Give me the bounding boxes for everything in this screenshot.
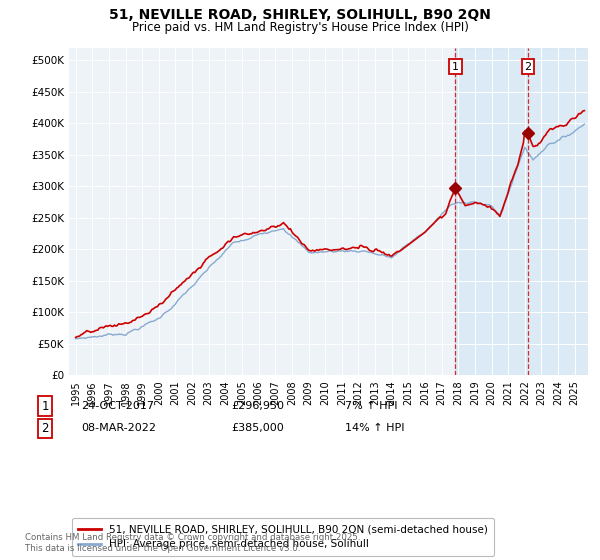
Text: 7% ↑ HPI: 7% ↑ HPI [345,401,398,411]
Text: Contains HM Land Registry data © Crown copyright and database right 2025.
This d: Contains HM Land Registry data © Crown c… [25,533,361,553]
Text: 1: 1 [41,399,49,413]
Text: Price paid vs. HM Land Registry's House Price Index (HPI): Price paid vs. HM Land Registry's House … [131,21,469,34]
Bar [455,48,600,375]
Text: 1: 1 [452,62,459,72]
Text: 08-MAR-2022: 08-MAR-2022 [81,423,156,433]
Legend: 51, NEVILLE ROAD, SHIRLEY, SOLIHULL, B90 2QN (semi-detached house), HPI: Average: 51, NEVILLE ROAD, SHIRLEY, SOLIHULL, B90… [71,518,494,556]
Text: 14% ↑ HPI: 14% ↑ HPI [345,423,404,433]
Text: £296,950: £296,950 [231,401,284,411]
Text: £385,000: £385,000 [231,423,284,433]
Text: 51, NEVILLE ROAD, SHIRLEY, SOLIHULL, B90 2QN: 51, NEVILLE ROAD, SHIRLEY, SOLIHULL, B90… [109,8,491,22]
Text: 2: 2 [524,62,532,72]
Text: 24-OCT-2017: 24-OCT-2017 [81,401,154,411]
Text: 2: 2 [41,422,49,435]
